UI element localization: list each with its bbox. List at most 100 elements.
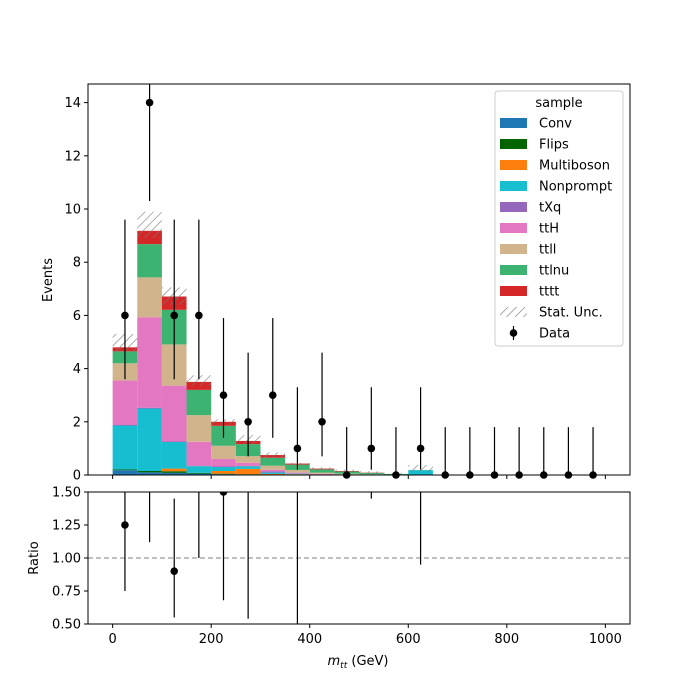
main-ytick-label: 14 — [64, 96, 81, 111]
bar-conv-bin-0 — [112, 470, 138, 475]
bar-txq-bin-0 — [112, 424, 138, 426]
bar-flips-bin-1 — [137, 471, 162, 473]
legend-label-tttt: tttt — [539, 285, 559, 300]
bar-tth-bin-3 — [186, 441, 212, 466]
bar-tth-bin-6 — [260, 469, 286, 472]
stat-unc-band-bin-6 — [260, 452, 286, 458]
bar-nonprompt-bin-1 — [137, 408, 162, 472]
legend-swatch-conv — [500, 118, 527, 128]
bar-multiboson-bin-7 — [285, 474, 310, 475]
legend-label-flips: Flips — [539, 138, 569, 153]
legend-label-ttlnu: ttlnu — [539, 264, 569, 279]
ratio-ytick-label: 0.75 — [52, 585, 81, 600]
legend-title: sample — [535, 96, 582, 111]
main-y-axis-label: Events — [41, 258, 56, 302]
bar-conv-bin-1 — [137, 472, 162, 475]
data-point-1 — [145, 98, 154, 107]
bar-flips-bin-2 — [161, 471, 187, 473]
bar-tth-bin-8 — [309, 473, 335, 475]
ratio-xtick-label: 1000 — [589, 632, 622, 647]
bar-nonprompt-bin-2 — [161, 442, 187, 469]
bar-nonprompt-bin-5 — [235, 466, 261, 469]
bar-ttll-bin-7 — [285, 469, 310, 473]
ratio-plot-panel: 0.50 0.75 1.00 1.25 1.50 0 200 400 600 800 1000 R… — [27, 486, 631, 671]
bar-txq-bin-3 — [186, 465, 212, 467]
legend-swatch-txq — [500, 202, 527, 212]
legend-label-txq: tXq — [539, 201, 561, 216]
ratio-xtick-label: 800 — [494, 632, 519, 647]
bar-tth-bin-7 — [285, 472, 310, 474]
ratio-y-axis-label: Ratio — [27, 541, 42, 574]
bar-nonprompt-bin-4 — [211, 467, 236, 472]
bar-tth-bin-5 — [235, 462, 261, 466]
bar-ttlnu-bin-6 — [260, 457, 286, 466]
stat-unc-band-bin-8 — [309, 467, 335, 470]
bar-conv-bin-2 — [161, 472, 187, 475]
bar-txq-bin-4 — [211, 466, 236, 468]
bar-flips-bin-0 — [112, 469, 138, 471]
bar-ttll-bin-8 — [309, 472, 335, 474]
x-axis-label-unit: (GeV) — [347, 654, 388, 669]
bar-nonprompt-bin-7 — [285, 473, 310, 475]
ratio-xtick-label: 200 — [199, 632, 224, 647]
data-point-4 — [219, 391, 228, 400]
ratio-ytick-label: 0.50 — [52, 618, 81, 633]
bar-conv-bin-3 — [186, 473, 212, 475]
legend-swatch-nonprompt — [500, 181, 527, 191]
legend-swatch-tth — [500, 223, 527, 233]
x-axis-label-sub: tt — [340, 661, 348, 671]
ratio-point-2 — [170, 567, 179, 575]
legend: sample Conv Flips Multiboson Nonprompt tXq tt… — [494, 90, 624, 347]
ratio-xtick-label: 600 — [396, 632, 421, 647]
main-plot-frame — [87, 83, 631, 476]
ratio-point-4 — [219, 492, 228, 496]
bar-ttll-bin-4 — [211, 445, 236, 460]
bar-txq-bin-6 — [260, 471, 286, 473]
bar-ttll-bin-1 — [137, 277, 162, 318]
stat-unc-band-bin-1 — [137, 211, 162, 239]
legend-swatch-ttll — [500, 244, 527, 254]
legend-label-nonprompt: Nonprompt — [539, 180, 612, 195]
main-ytick-label: 0 — [73, 469, 81, 484]
legend-label-data: Data — [539, 327, 570, 342]
legend-swatch-stat-unc- — [500, 307, 527, 317]
main-ytick-label: 12 — [64, 149, 81, 164]
legend-label-stat-unc-: Stat. Unc. — [539, 306, 603, 321]
legend-swatch-flips — [500, 139, 527, 149]
ratio-ytick-label: 1.25 — [52, 519, 81, 534]
data-point-10 — [367, 444, 376, 453]
data-point-8 — [318, 418, 326, 426]
legend-label-ttll: ttll — [539, 243, 556, 258]
ratio-ytick-label: 1.00 — [52, 552, 81, 567]
data-point-7 — [293, 444, 302, 453]
bar-nonprompt-bin-3 — [186, 466, 212, 473]
bar-ttlnu-bin-1 — [137, 244, 162, 278]
bar-tth-bin-0 — [112, 380, 138, 425]
legend-swatch-data — [509, 329, 518, 337]
ratio-point-0 — [121, 521, 129, 529]
main-ytick-label: 8 — [73, 256, 81, 271]
x-axis-label-main: m — [328, 654, 341, 669]
legend-label-tth: ttH — [539, 222, 559, 237]
ratio-ytick-label: 1.50 — [52, 486, 81, 501]
main-plot-panel: 0 2 4 6 8 10 12 14 Events — [41, 83, 631, 484]
main-ytick-label: 2 — [73, 415, 81, 430]
bar-flips-bin-4 — [211, 473, 236, 475]
legend-swatch-ttlnu — [500, 265, 527, 275]
ratio-xtick-label: 0 — [108, 632, 116, 647]
bar-txq-bin-1 — [137, 407, 162, 409]
legend-frame — [494, 90, 624, 347]
bar-multiboson-bin-5 — [235, 468, 261, 475]
bar-multiboson-bin-2 — [161, 468, 187, 472]
bar-nonprompt-bin-6 — [260, 472, 286, 474]
data-point-12 — [416, 444, 425, 453]
data-point-5 — [244, 418, 252, 426]
bar-multiboson-bin-4 — [211, 471, 236, 474]
main-ytick-label: 6 — [73, 309, 81, 324]
legend-swatch-tttt — [500, 286, 527, 296]
bar-tth-bin-4 — [211, 459, 236, 467]
stat-unc-band-bin-3 — [186, 375, 212, 386]
bar-nonprompt-bin-0 — [112, 425, 138, 470]
main-ytick-label: 10 — [64, 203, 81, 218]
